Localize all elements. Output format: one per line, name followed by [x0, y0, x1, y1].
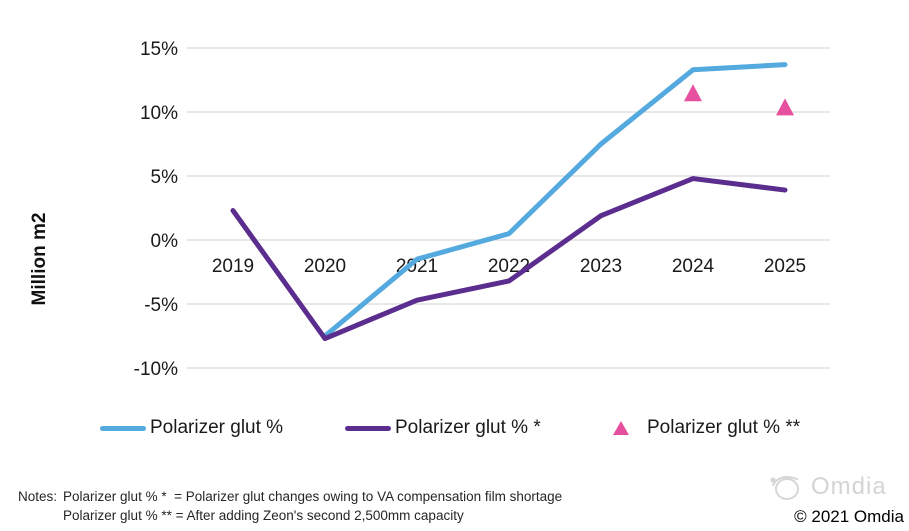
y-tick-label: -5%: [144, 295, 178, 316]
note-line-1: Polarizer glut % * = Polarizer glut chan…: [63, 489, 563, 504]
legend-label: Polarizer glut %: [150, 417, 284, 438]
x-tick-label: 2023: [580, 256, 622, 277]
y-tick-label: -10%: [134, 359, 178, 380]
legend-line-swatch-blue: [100, 425, 146, 431]
x-tick-label: 2025: [764, 256, 806, 277]
legend-label: Polarizer glut % *: [395, 417, 541, 438]
series-triangle-marker: [776, 98, 794, 116]
omdia-watermark: Omdia: [766, 472, 887, 502]
x-tick-label: 2022: [488, 256, 530, 277]
x-tick-label: 2024: [672, 256, 715, 277]
copyright-text: © 2021 Omdia: [794, 507, 904, 526]
series-triangle-marker: [684, 84, 702, 102]
note-line-2: Polarizer glut % ** = After adding Zeon'…: [63, 508, 464, 523]
y-tick-label: 15%: [140, 39, 178, 60]
x-tick-label: 2020: [304, 256, 346, 277]
legend-item-polarizer-glut: Polarizer glut %: [100, 414, 283, 442]
y-tick-label: 10%: [140, 103, 178, 124]
legend-item-polarizer-glut-star-star: Polarizer glut % **: [613, 414, 800, 442]
watermark-brand-text: Omdia: [811, 473, 887, 500]
line-chart-plot: 15% 10% 5% 0% -5% -10% 2019 2020 2021 2022 2023 202…: [134, 39, 830, 380]
legend-triangle-swatch-pink: [613, 421, 629, 435]
legend-item-polarizer-glut-star: Polarizer glut % *: [345, 414, 541, 442]
legend-line-swatch-purple: [345, 425, 391, 431]
notes-label: Notes:: [18, 489, 58, 504]
omdia-logo-icon: [770, 476, 799, 500]
x-tick-label: 2021: [396, 256, 438, 277]
y-tick-label: 0%: [151, 231, 179, 252]
chart-legend: Polarizer glut % Polarizer glut % * Pola…: [0, 414, 909, 442]
legend-label: Polarizer glut % **: [647, 417, 801, 438]
series-line: [230, 176, 788, 342]
x-tick-label: 2019: [212, 256, 254, 277]
notes: Notes: Polarizer glut % * = Polarizer gl…: [18, 487, 562, 525]
y-tick-label: 5%: [151, 167, 179, 188]
series-line: [322, 62, 788, 339]
notes-lines: Polarizer glut % * = Polarizer glut chan…: [63, 487, 562, 525]
